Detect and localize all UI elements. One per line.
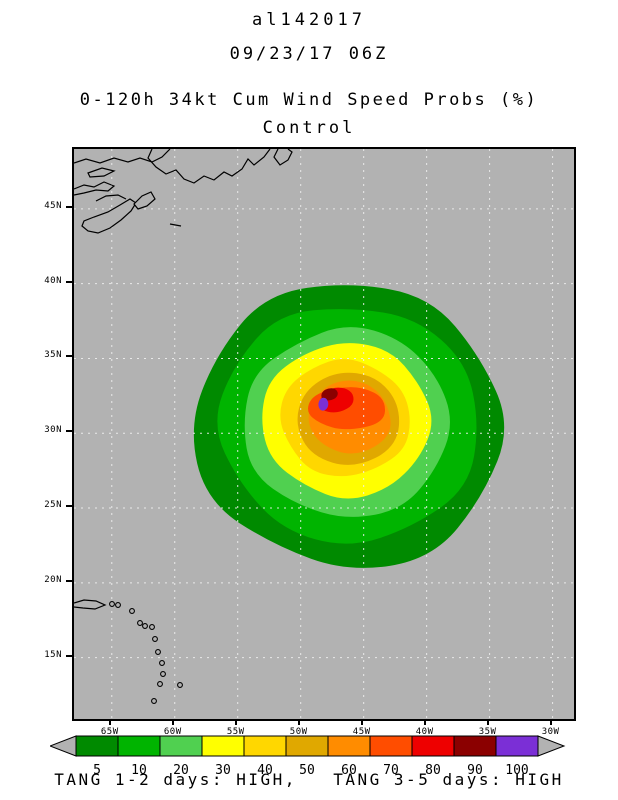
lat-tick bbox=[66, 579, 72, 582]
tang-assessment-text: TANG 1-2 days: HIGH, TANG 3-5 days: HIGH bbox=[54, 770, 564, 789]
colorbar-box-70 bbox=[369, 735, 413, 757]
lat-tick-label: 40N bbox=[44, 275, 62, 286]
coastline-anticosti-island bbox=[87, 167, 116, 178]
lon-tick-label: 65W bbox=[100, 727, 119, 737]
colorbar-label: 90 bbox=[467, 763, 483, 778]
colorbar-box-30 bbox=[201, 735, 245, 757]
colorbar-box-60 bbox=[327, 735, 371, 757]
coastline-puerto-rico bbox=[74, 599, 107, 610]
coastline-small-island bbox=[109, 601, 115, 607]
coastline-small-island bbox=[177, 682, 183, 688]
lon-tick-label: 55W bbox=[226, 727, 245, 737]
coastline-prince-edward-island bbox=[95, 194, 127, 202]
colorbar-box-100 bbox=[495, 735, 539, 757]
colorbar-label: 50 bbox=[299, 763, 315, 778]
plot-title: 0-120h 34kt Cum Wind Speed Probs (%) bbox=[79, 90, 539, 110]
lat-tick bbox=[66, 430, 72, 433]
lon-tick-label: 50W bbox=[289, 727, 308, 737]
lon-tick bbox=[360, 719, 363, 725]
colorbar-canvas: 5 10 20 30 40 50 60 70 80 90 100 bbox=[48, 735, 566, 778]
lon-tick-label: 35W bbox=[478, 727, 497, 737]
lon-tick-label: 60W bbox=[163, 727, 182, 737]
lon-tick-label: 30W bbox=[541, 727, 560, 737]
coastline-cape-breton bbox=[133, 191, 156, 210]
colorbar: 5 10 20 30 40 50 60 70 80 90 100 bbox=[48, 735, 566, 785]
colorbar-left-arrow-icon bbox=[48, 735, 77, 757]
contour-90pct bbox=[321, 388, 338, 401]
lon-tick bbox=[423, 719, 426, 725]
lat-tick bbox=[66, 280, 72, 283]
lon-tick-label: 45W bbox=[352, 727, 371, 737]
lon-tick bbox=[549, 719, 552, 725]
coastline-small-island bbox=[149, 624, 155, 630]
lat-tick-label: 15N bbox=[44, 649, 62, 660]
colorbar-label: 30 bbox=[215, 763, 231, 778]
colorbar-label: 5 bbox=[93, 763, 101, 778]
map-canvas bbox=[74, 149, 574, 719]
colorbar-box-20 bbox=[159, 735, 203, 757]
coastline-north-shore bbox=[74, 149, 171, 164]
lat-tick bbox=[66, 505, 72, 508]
colorbar-label: 40 bbox=[257, 763, 273, 778]
lon-tick-label: 40W bbox=[415, 727, 434, 737]
contour-100pct bbox=[318, 397, 329, 411]
coastline-small-island bbox=[137, 620, 143, 626]
lat-tick-label: 35N bbox=[44, 350, 62, 361]
colorbar-box-90 bbox=[453, 735, 497, 757]
storm-id: al142017 bbox=[252, 10, 366, 30]
colorbar-label: 80 bbox=[425, 763, 441, 778]
colorbar-label: 60 bbox=[341, 763, 357, 778]
lat-tick-label: 30N bbox=[44, 425, 62, 436]
lon-tick bbox=[297, 719, 300, 725]
lat-tick-label: 20N bbox=[44, 574, 62, 585]
colorbar-box-40 bbox=[243, 735, 287, 757]
coastline-small-island bbox=[151, 698, 157, 704]
coastline-small-island bbox=[115, 602, 121, 608]
colorbar-label: 10 bbox=[131, 763, 147, 778]
coastline-small-island bbox=[160, 671, 166, 677]
coastline-small-island bbox=[157, 681, 163, 687]
colorbar-label: 20 bbox=[173, 763, 189, 778]
lat-tick-label: 25N bbox=[44, 500, 62, 511]
coastline-small-island bbox=[155, 649, 161, 655]
coastline-nova-scotia bbox=[81, 198, 137, 234]
coastline-small-island bbox=[152, 636, 158, 642]
coastline-small-island bbox=[159, 660, 165, 666]
lat-tick bbox=[66, 654, 72, 657]
coastline-small-island bbox=[142, 623, 148, 629]
colorbar-box-10 bbox=[117, 735, 161, 757]
colorbar-right-arrow-icon bbox=[537, 735, 566, 757]
coastline-newfoundland-coast bbox=[147, 149, 271, 184]
coastlines bbox=[74, 149, 293, 704]
lon-tick bbox=[171, 719, 174, 725]
colorbar-label: 100 bbox=[505, 763, 528, 778]
lon-tick bbox=[108, 719, 111, 725]
lat-tick-label: 45N bbox=[44, 200, 62, 211]
probability-contours bbox=[193, 285, 505, 568]
map-frame bbox=[72, 147, 576, 721]
coastline-avalon-peninsula bbox=[273, 149, 293, 166]
lon-tick bbox=[486, 719, 489, 725]
colorbar-box-50 bbox=[285, 735, 329, 757]
coastline-small-island bbox=[129, 608, 135, 614]
lat-tick bbox=[66, 205, 72, 208]
coastline-gaspe-coast bbox=[74, 181, 116, 196]
coastline-sable-island bbox=[169, 223, 182, 227]
colorbar-box-80 bbox=[411, 735, 455, 757]
plot-subtitle: Control bbox=[262, 118, 356, 138]
lon-tick bbox=[234, 719, 237, 725]
init-datetime: 09/23/17 06Z bbox=[229, 44, 389, 64]
colorbar-box-5 bbox=[75, 735, 119, 757]
colorbar-label: 70 bbox=[383, 763, 399, 778]
lat-tick bbox=[66, 355, 72, 358]
